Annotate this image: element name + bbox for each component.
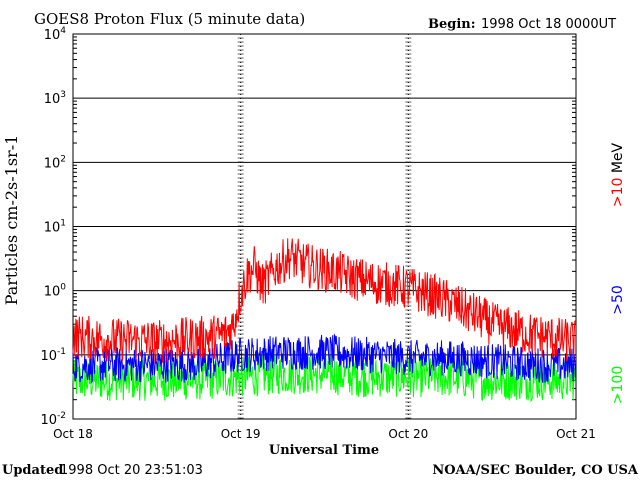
- x-tick-label: Oct 21: [556, 427, 596, 441]
- y-tick-label: 101: [44, 219, 66, 236]
- source-credit: NOAA/SEC Boulder, CO USA: [432, 463, 639, 478]
- legend: >10 MeV >50 >100: [610, 142, 626, 404]
- series-line-gt10: [72, 238, 576, 365]
- y-tick-label: 10-1: [40, 347, 66, 364]
- series-line-gt100: [72, 354, 576, 403]
- updated-label: Updated: [2, 463, 63, 478]
- updated-value: 1998 Oct 20 23:51:03: [60, 463, 203, 478]
- begin-value: 1998 Oct 18 0000UT: [481, 17, 616, 32]
- chart-title: GOES8 Proton Flux (5 minute data): [34, 10, 305, 28]
- y-tick-labels: 10-2 10-1 100 101 102 103 104: [40, 26, 66, 428]
- legend-entry: >10 MeV: [610, 142, 626, 207]
- series-line-gt50: [72, 333, 576, 385]
- y-tick-label: 102: [44, 154, 66, 171]
- legend-entry: >100: [610, 366, 626, 404]
- x-tick-labels: Oct 18 Oct 19 Oct 20 Oct 21: [53, 427, 596, 441]
- y-tick-label: 100: [44, 283, 67, 300]
- y-tick-label: 103: [44, 90, 66, 107]
- y-tick-label: 104: [44, 26, 67, 43]
- legend-entry: >50: [610, 285, 626, 315]
- x-tick-label: Oct 18: [53, 427, 93, 441]
- y-tick-label: 10-2: [40, 411, 66, 428]
- x-tick-label: Oct 19: [221, 427, 261, 441]
- begin-label: Begin:: [428, 17, 476, 32]
- x-axis-label: Universal Time: [269, 443, 379, 458]
- x-tick-label: Oct 20: [388, 427, 428, 441]
- series-layer: [72, 238, 576, 403]
- y-axis-label: Particles cm-2s-1sr-1: [2, 135, 21, 306]
